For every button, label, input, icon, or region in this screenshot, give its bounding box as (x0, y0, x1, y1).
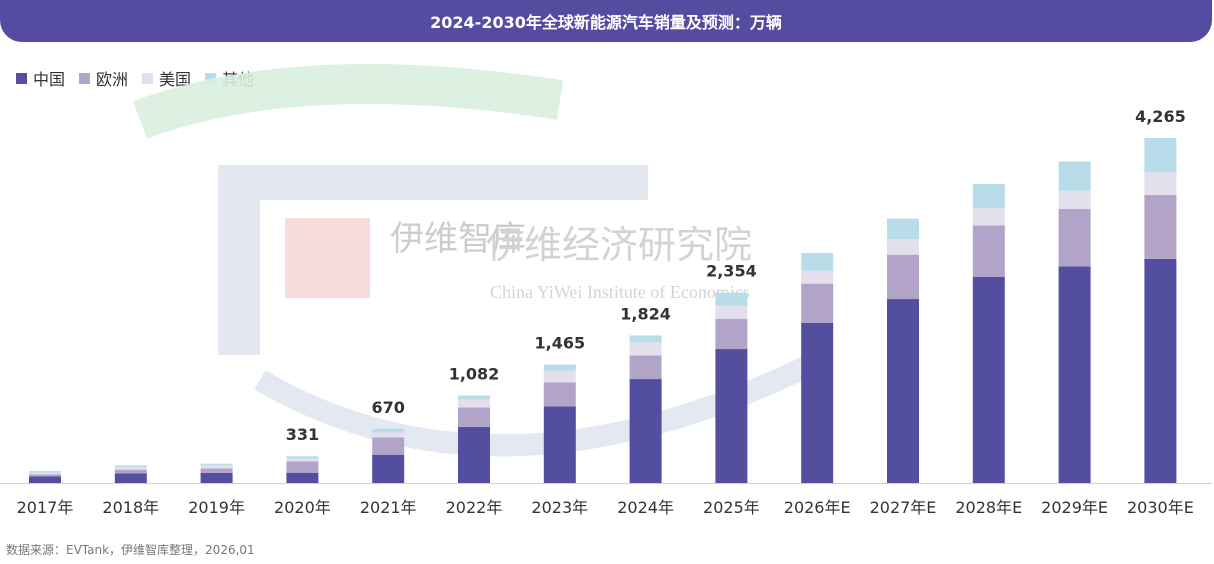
legend-swatch (205, 72, 217, 84)
bar-segment-中国-2025年 (715, 349, 748, 483)
bar-segment-欧洲-2028年E (972, 225, 1005, 277)
bar-segment-中国-2022年 (458, 427, 490, 483)
bar-segment-美国-2022年 (458, 399, 490, 408)
legend-label: 美国 (159, 70, 192, 89)
x-tick-label: 2027年E (870, 498, 937, 517)
bar-segment-美国-2023年 (543, 370, 576, 383)
x-tick-label: 2030年E (1127, 498, 1194, 517)
bar-segment-美国-2019年 (200, 465, 233, 469)
bar-segment-美国-2020年 (286, 458, 319, 462)
bar-segment-美国-2025年 (715, 305, 748, 319)
x-tick-label: 2020年 (274, 498, 331, 517)
x-tick-label: 2026年E (784, 498, 851, 517)
bar-segment-中国-2018年 (114, 473, 147, 483)
total-data-label: 331 (286, 425, 319, 444)
bar-segment-其他-2029年E (1058, 161, 1091, 191)
bar-segment-美国-2026年E (801, 270, 834, 284)
bar-segment-中国-2028年E (972, 276, 1005, 483)
source-note: 数据来源：EVTank，伊维智库整理，2026,01 (6, 543, 255, 557)
bar-segment-欧洲-2030年E (1144, 195, 1177, 259)
bar-segment-欧洲-2021年 (372, 437, 405, 455)
bar-segment-欧洲-2024年 (629, 355, 662, 380)
total-data-label: 1,824 (620, 304, 671, 323)
legend-swatch (79, 72, 91, 84)
bar-segment-中国-2027年E (887, 299, 919, 483)
watermark-short: 伊维智库 (390, 219, 526, 259)
bar-segment-中国-2030年E (1144, 258, 1177, 483)
x-tick-label: 2024年 (617, 498, 674, 517)
legend-label: 中国 (33, 70, 66, 89)
x-tick-label: 2019年 (188, 498, 245, 517)
total-data-label: 1,082 (449, 364, 500, 383)
bar-segment-美国-2029年E (1058, 190, 1091, 210)
bar-segment-美国-2024年 (629, 342, 662, 356)
bar-segment-中国-2020年 (286, 472, 319, 483)
bar-segment-美国-2017年 (29, 472, 61, 475)
bar-segment-中国-2029年E (1058, 266, 1091, 483)
bar-segment-欧洲-2027年E (887, 254, 919, 300)
bar-segment-欧洲-2018年 (114, 469, 147, 474)
x-tick-label: 2018年 (102, 498, 159, 517)
total-data-label: 4,265 (1135, 107, 1186, 126)
bar-segment-美国-2028年E (972, 208, 1005, 226)
bar-segment-其他-2018年 (114, 465, 147, 467)
bar-segment-其他-2028年E (972, 184, 1005, 209)
bar-segment-美国-2021年 (372, 432, 405, 438)
total-data-label: 2,354 (706, 262, 757, 281)
bar-segment-其他-2022年 (458, 395, 490, 400)
x-tick-label: 2029年E (1041, 498, 1108, 517)
bar-segment-欧洲-2026年E (801, 283, 834, 323)
watermark-en: China YiWei Institute of Economics (490, 282, 750, 302)
bar-segment-其他-2027年E (887, 218, 919, 240)
x-tick-label: 2023年 (531, 498, 588, 517)
bar-segment-欧洲-2023年 (543, 382, 576, 407)
bar-segment-欧洲-2022年 (458, 407, 490, 428)
bar-segment-其他-2020年 (286, 456, 319, 459)
x-tick-label: 2025年 (703, 498, 760, 517)
bar-segment-其他-2021年 (372, 428, 405, 433)
bar-segment-欧洲-2020年 (286, 461, 319, 473)
bar-segment-其他-2019年 (200, 463, 233, 466)
legend-item-china: 中国 (16, 66, 65, 90)
x-tick-label: 2021年 (360, 498, 417, 517)
legend-swatch (142, 72, 154, 84)
x-tick-label: 2022年 (446, 498, 503, 517)
bar-segment-欧洲-2029年E (1058, 209, 1091, 267)
bar-segment-美国-2018年 (114, 466, 147, 470)
bar-segment-欧洲-2025年 (715, 318, 748, 350)
bar-segment-其他-2030年E (1144, 138, 1177, 173)
x-tick-label: 2017年 (17, 498, 74, 517)
bar-segment-美国-2027年E (887, 239, 919, 255)
legend-swatch (16, 72, 27, 84)
legend-label: 欧洲 (96, 70, 129, 89)
bar-segment-中国-2023年 (543, 406, 576, 483)
watermark-cn: 伊维经济研究院 (486, 223, 752, 267)
legend-item-usa: 美国 (142, 66, 191, 90)
total-data-label: 670 (371, 398, 404, 417)
bar-segment-中国-2021年 (372, 454, 405, 483)
x-tick-label: 2028年E (955, 498, 1022, 517)
total-data-label: 1,465 (534, 333, 585, 352)
legend-item-europe: 欧洲 (79, 66, 128, 90)
bar-segment-其他-2024年 (629, 335, 662, 343)
bar-segment-中国-2019年 (200, 472, 233, 483)
watermark: 伊维智库 伊维经济研究院 China YiWei Institute of Ec… (132, 64, 825, 457)
bar-segment-其他-2017年 (29, 471, 61, 473)
bar-segment-欧洲-2019年 (200, 468, 233, 473)
chart-title: 2024-2030年全球新能源汽车销量及预测：万辆 (0, 0, 1212, 42)
bar-segment-中国-2024年 (629, 379, 662, 483)
bar-segment-其他-2026年E (801, 253, 834, 271)
bar-segment-其他-2023年 (543, 364, 576, 371)
bar-segment-美国-2030年E (1144, 172, 1177, 196)
bar-segment-欧洲-2017年 (29, 474, 61, 477)
bar-segment-中国-2026年E (801, 322, 834, 483)
bar-segment-中国-2017年 (29, 476, 61, 483)
bar-segment-其他-2025年 (715, 292, 748, 306)
